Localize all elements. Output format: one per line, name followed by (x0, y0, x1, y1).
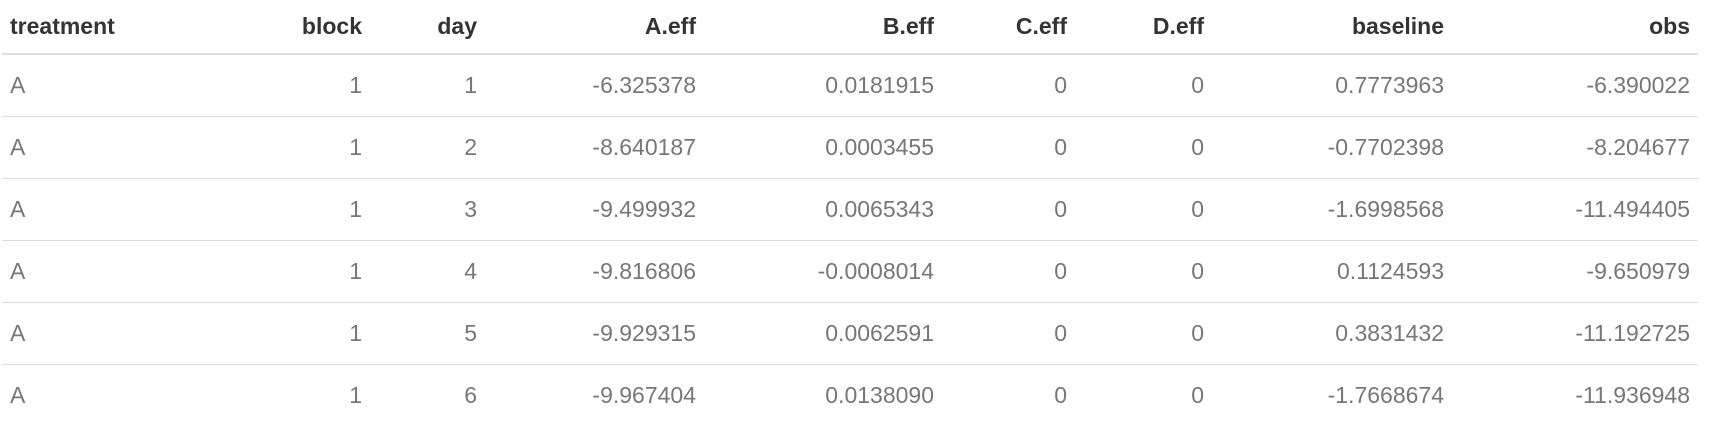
cell-block: 1 (190, 54, 370, 117)
column-header-a-eff[interactable]: A.eff (485, 0, 704, 55)
cell-baseline: -1.6998568 (1212, 178, 1452, 241)
cell-d-eff: 0 (1191, 382, 1204, 408)
cell-c-eff: 0 (942, 240, 1075, 303)
table-row: A 1 2 -8.640187 0.0003455 0 0 -0.7702398… (2, 116, 1698, 179)
cell-obs: -6.390022 (1452, 54, 1698, 117)
cell-day: 4 (370, 240, 485, 303)
cell-a-eff: -9.499932 (485, 178, 704, 241)
cell-d-eff: 0 (1075, 116, 1212, 179)
cell-baseline: 0.1124593 (1212, 240, 1452, 303)
column-header-day[interactable]: day (370, 0, 485, 55)
column-header-baseline[interactable]: baseline (1212, 0, 1452, 55)
cell-a-eff: -6.325378 (485, 54, 704, 117)
cell-obs: -11.192725 (1452, 302, 1698, 365)
cell-block: 1 (190, 302, 370, 365)
cell-block: 1 (349, 382, 362, 408)
cell-baseline: -0.7702398 (1212, 116, 1452, 179)
cell-b-eff: 0.0062591 (704, 302, 942, 365)
cell-b-eff: 0.0181915 (704, 54, 942, 117)
cell-b-eff: 0.0138090 (825, 382, 934, 408)
cell-day: 6 (464, 382, 477, 408)
column-header-obs[interactable]: obs (1452, 0, 1698, 55)
table-row: A 1 3 -9.499932 0.0065343 0 0 -1.6998568… (2, 178, 1698, 241)
cell-d-eff: 0 (1075, 302, 1212, 365)
cell-day: 5 (370, 302, 485, 365)
table-row: A 1 4 -9.816806 -0.0008014 0 0 0.1124593… (2, 240, 1698, 303)
cell-day: 1 (370, 54, 485, 117)
cell-block: 1 (190, 240, 370, 303)
cell-obs: -11.494405 (1452, 178, 1698, 241)
column-header-d-eff[interactable]: D.eff (1075, 0, 1212, 55)
column-header-c-eff[interactable]: C.eff (942, 0, 1075, 55)
cell-obs: -9.650979 (1452, 240, 1698, 303)
table-row: A 1 6 -9.967404 0.0138090 0 0 -1.7668674… (2, 365, 1698, 427)
cell-b-eff: -0.0008014 (704, 240, 942, 303)
cell-block: 1 (190, 178, 370, 241)
cell-d-eff: 0 (1075, 178, 1212, 241)
column-header-b-eff[interactable]: B.eff (704, 0, 942, 55)
cell-obs: -8.204677 (1452, 116, 1698, 179)
cell-treatment: A (2, 178, 190, 241)
cell-c-eff: 0 (942, 302, 1075, 365)
cell-baseline: 0.3831432 (1212, 302, 1452, 365)
cell-treatment: A (2, 240, 190, 303)
cell-treatment: A (10, 382, 26, 408)
cell-b-eff: 0.0065343 (704, 178, 942, 241)
cell-a-eff: -9.816806 (485, 240, 704, 303)
column-header-block[interactable]: block (190, 0, 370, 55)
cell-treatment: A (2, 116, 190, 179)
cell-day: 2 (370, 116, 485, 179)
table-row: A 1 5 -9.929315 0.0062591 0 0 0.3831432 … (2, 302, 1698, 365)
cell-d-eff: 0 (1075, 54, 1212, 117)
cell-d-eff: 0 (1075, 240, 1212, 303)
data-table: treatment block day A.eff B.eff C.eff D.… (2, 0, 1698, 426)
cell-treatment: A (2, 302, 190, 365)
cell-c-eff: 0 (942, 54, 1075, 117)
cell-c-eff: 0 (942, 178, 1075, 241)
cell-baseline: -1.7668674 (1327, 382, 1444, 408)
cell-a-eff: -8.640187 (485, 116, 704, 179)
cell-obs: -11.936948 (1575, 382, 1690, 408)
cell-c-eff: 0 (942, 116, 1075, 179)
cell-baseline: 0.7773963 (1212, 54, 1452, 117)
column-header-treatment[interactable]: treatment (2, 0, 190, 55)
cell-day: 3 (370, 178, 485, 241)
cell-treatment: A (2, 54, 190, 117)
table-row: A 1 1 -6.325378 0.0181915 0 0 0.7773963 … (2, 54, 1698, 117)
table-header-row: treatment block day A.eff B.eff C.eff D.… (2, 0, 1698, 55)
cell-block: 1 (190, 116, 370, 179)
cell-a-eff: -9.967404 (592, 382, 696, 408)
cell-c-eff: 0 (1054, 382, 1067, 408)
cell-a-eff: -9.929315 (485, 302, 704, 365)
cell-b-eff: 0.0003455 (704, 116, 942, 179)
